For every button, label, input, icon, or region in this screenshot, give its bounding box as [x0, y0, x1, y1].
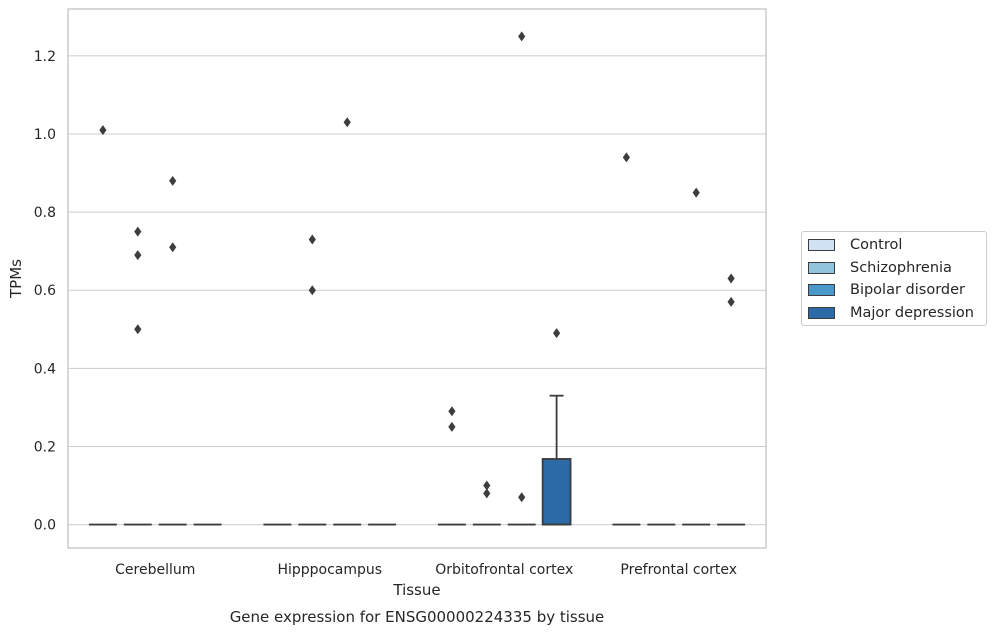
legend-item-schizophrenia: Schizophrenia — [808, 258, 952, 278]
legend-swatch-bipolar-disorder — [808, 284, 835, 296]
y-axis-label: TPMs — [7, 259, 25, 299]
y-tick-label: 0.2 — [34, 439, 56, 455]
x-tick-label: Hipppocampus — [277, 562, 382, 578]
y-tick-label: 0.6 — [34, 283, 56, 299]
legend: Control Schizophrenia Bipolar disorder M… — [801, 231, 987, 326]
outlier-point — [308, 234, 316, 245]
x-tick-label: Cerebellum — [115, 562, 195, 578]
legend-swatch-major-depression — [808, 306, 835, 319]
legend-swatch-schizophrenia — [808, 261, 835, 274]
outlier-point — [622, 152, 630, 163]
outlier-point — [553, 328, 561, 339]
y-tick-label: 1.2 — [34, 49, 56, 65]
legend-item-major-depression: Major depression — [808, 303, 974, 323]
chart-title: Gene expression for ENSG00000224335 by t… — [230, 608, 605, 626]
outlier-point — [169, 175, 177, 186]
legend-label-bipolar-disorder: Bipolar disorder — [850, 282, 965, 298]
y-tick-label: 0.0 — [34, 518, 56, 534]
outlier-point — [134, 324, 142, 335]
y-tick-label: 0.4 — [34, 361, 56, 377]
outlier-point — [134, 250, 142, 261]
y-tick-label: 0.8 — [34, 205, 56, 221]
outlier-point — [518, 492, 526, 503]
outlier-point — [448, 406, 456, 417]
x-tick-label: Prefrontal cortex — [620, 562, 737, 578]
outlier-point — [727, 273, 735, 284]
y-tick-label: 1.0 — [34, 127, 56, 143]
outlier-point — [448, 421, 456, 432]
outlier-point — [727, 296, 735, 307]
outlier-point — [483, 480, 491, 491]
legend-item-bipolar-disorder: Bipolar disorder — [808, 280, 965, 300]
legend-label-schizophrenia: Schizophrenia — [850, 259, 952, 276]
outlier-point — [169, 242, 177, 253]
outlier-point — [483, 488, 491, 499]
legend-item-control: Control — [808, 235, 902, 255]
outlier-point — [518, 31, 526, 42]
outlier-point — [99, 125, 107, 136]
plot-frame — [67, 8, 767, 549]
outlier-point — [134, 226, 142, 237]
legend-label-major-depression: Major depression — [850, 304, 974, 321]
x-tick-label: Orbitofrontal cortex — [435, 562, 573, 578]
outlier-point — [308, 285, 316, 296]
legend-label-control: Control — [850, 237, 903, 253]
outlier-point — [343, 117, 351, 128]
legend-swatch-control — [808, 239, 835, 251]
outlier-point — [692, 187, 700, 198]
box-major-depression — [541, 458, 572, 526]
x-axis-label: Tissue — [392, 581, 440, 599]
